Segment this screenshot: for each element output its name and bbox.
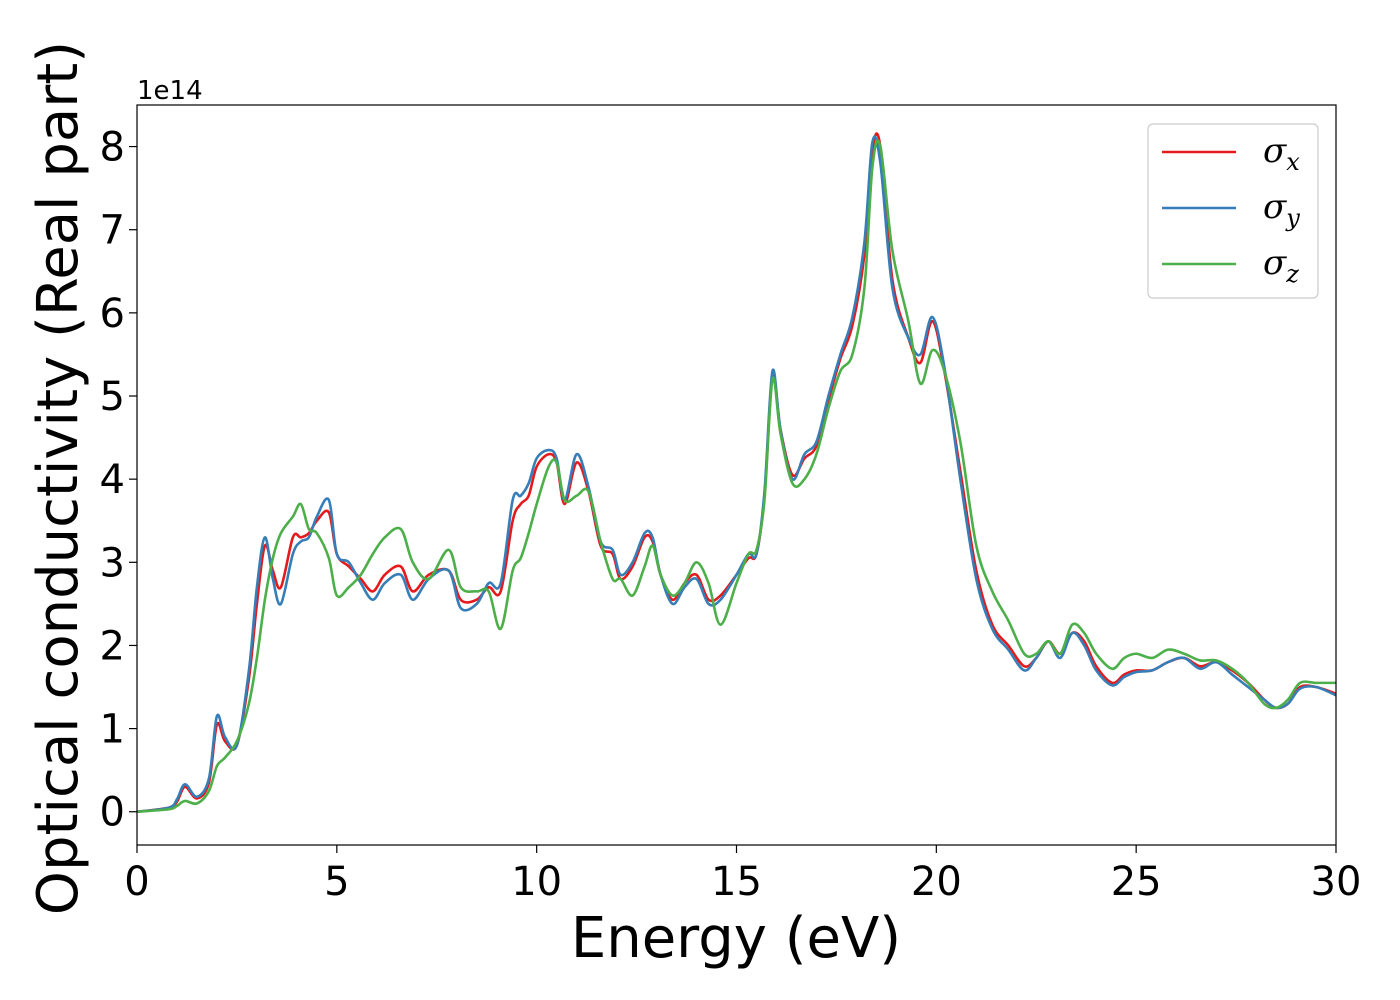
y-tick-label: 3 [100,540,125,586]
x-tick-label: 25 [1111,859,1162,905]
y-axis-title: Optical conductivity (Real part) [26,41,91,915]
x-tick-label: 20 [911,859,962,905]
y-tick-label: 5 [100,374,125,420]
x-axis: 0 5 10 15 20 25 30 [124,845,1361,905]
x-tick-label: 5 [324,859,349,905]
y-offset-label: 1e14 [137,76,203,106]
x-tick-label: 10 [511,859,562,905]
y-tick-label: 6 [100,291,125,337]
series-lines [136,132,1337,814]
y-tick-label: 7 [100,208,125,254]
y-tick-label: 4 [100,457,125,503]
x-tick-label: 30 [1311,859,1362,905]
y-tick-label: 2 [100,623,125,669]
x-tick-label: 15 [711,859,762,905]
y-axis: 0 1 2 3 4 5 6 7 8 [100,125,137,836]
x-tick-label: 0 [124,859,149,905]
x-axis-title: Energy (eV) [571,906,901,971]
y-tick-label: 8 [100,125,125,171]
y-tick-label: 1 [100,707,125,753]
y-tick-label: 0 [100,790,125,836]
legend-box [1147,123,1319,299]
series-line-y [136,135,1337,814]
series-line-z [136,139,1336,814]
